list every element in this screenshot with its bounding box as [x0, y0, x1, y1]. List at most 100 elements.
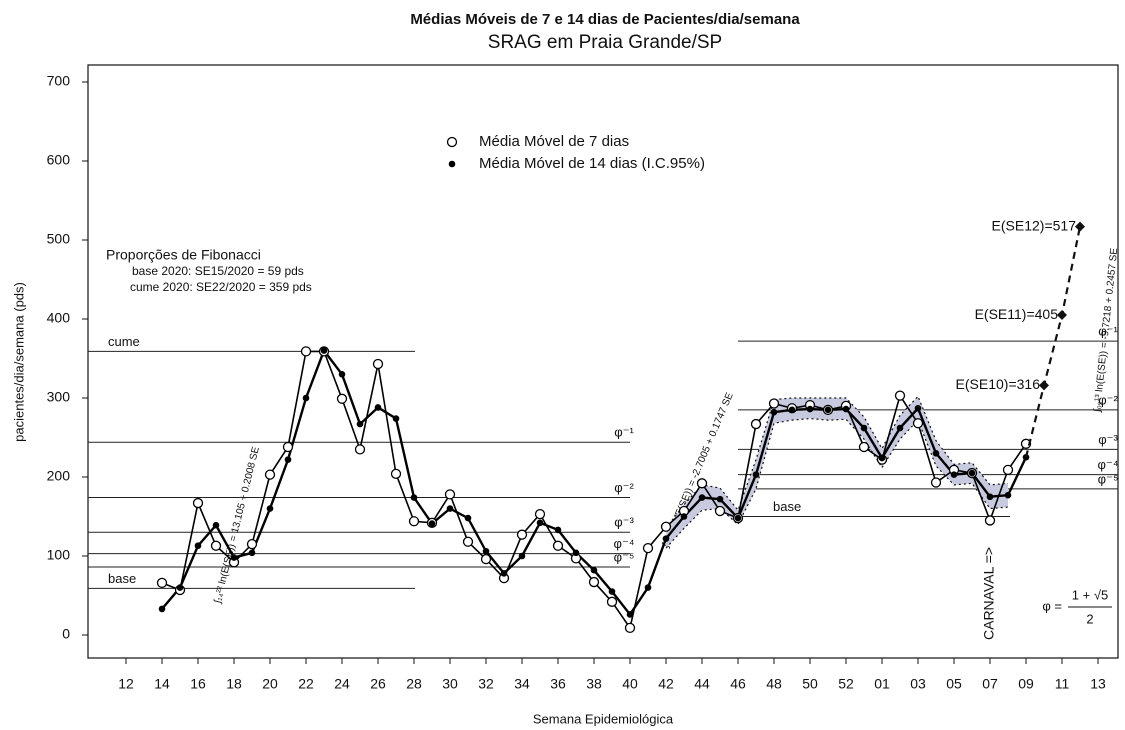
- x-tick-label: 30: [442, 676, 458, 692]
- projection-point: [1039, 380, 1049, 391]
- point: [194, 542, 202, 550]
- point: [842, 405, 850, 413]
- point: [698, 494, 706, 501]
- point: [626, 611, 634, 618]
- point: [192, 497, 204, 509]
- y-tick-label: 500: [47, 231, 71, 247]
- x-tick-label: 26: [370, 676, 386, 692]
- point: [482, 547, 490, 555]
- level-label: φ⁻²: [614, 480, 634, 495]
- point: [788, 406, 796, 414]
- x-tick-label: 32: [478, 676, 494, 692]
- point: [750, 418, 762, 430]
- point: [986, 493, 994, 501]
- level-label: φ⁻⁵: [1098, 471, 1119, 486]
- point: [212, 521, 220, 529]
- point: [896, 424, 904, 432]
- chart-title: Médias Móveis de 7 e 14 dias de Paciente…: [410, 11, 800, 28]
- x-tick-label: 44: [694, 676, 710, 692]
- event-label: CARNAVAL =>: [981, 547, 997, 640]
- point: [914, 404, 922, 412]
- point: [248, 549, 256, 557]
- projection-line: [1024, 226, 1082, 458]
- y-tick-label: 0: [62, 626, 70, 642]
- point: [444, 489, 456, 500]
- point: [500, 570, 508, 577]
- point: [806, 405, 814, 413]
- formula-denominator: 2: [1086, 611, 1093, 626]
- x-tick-label: 50: [802, 676, 818, 692]
- point: [1004, 491, 1012, 499]
- x-tick-label: 05: [946, 676, 962, 692]
- point: [480, 554, 492, 565]
- legend-label: Média Móvel de 14 dias (I.C.95%): [479, 155, 705, 172]
- projection-point: [1075, 221, 1085, 232]
- x-tick-label: 22: [298, 676, 314, 692]
- x-tick-label: 48: [766, 676, 782, 692]
- point: [536, 519, 544, 527]
- point: [356, 420, 364, 428]
- point: [354, 444, 366, 455]
- point: [714, 505, 726, 517]
- point: [950, 471, 958, 478]
- point: [770, 408, 778, 416]
- formula-lhs: φ =: [1042, 598, 1062, 613]
- x-tick-label: 13: [1090, 676, 1106, 692]
- point: [266, 505, 274, 512]
- legend-symbol: [448, 160, 456, 168]
- projection-point: [1057, 310, 1067, 321]
- point: [446, 505, 454, 512]
- series-line: [161, 348, 1028, 617]
- point: [716, 495, 724, 503]
- projection-label: E(SE12)=517: [992, 217, 1077, 233]
- plot-frame: [87, 64, 1119, 659]
- point: [932, 450, 940, 457]
- y-tick-label: 700: [47, 73, 71, 89]
- x-tick-label: 01: [874, 676, 890, 692]
- point: [1020, 438, 1032, 449]
- point: [984, 515, 996, 526]
- y-tick-label: 600: [47, 152, 71, 168]
- point: [390, 468, 402, 479]
- point: [878, 454, 886, 462]
- point: [408, 516, 420, 527]
- point: [572, 549, 580, 557]
- y-tick-label: 400: [47, 310, 71, 326]
- point: [1002, 464, 1014, 476]
- point: [968, 469, 976, 477]
- level-label: φ⁻²: [1098, 392, 1118, 407]
- x-tick-label: 28: [406, 676, 422, 692]
- level-label: φ⁻³: [614, 515, 634, 530]
- level-label: φ⁻³: [1098, 432, 1118, 447]
- point: [156, 577, 168, 589]
- point: [320, 347, 328, 354]
- note-line: cume 2020: SE22/2020 = 359 pds: [130, 280, 312, 294]
- point: [462, 536, 474, 547]
- point: [302, 394, 310, 402]
- x-tick-label: 24: [334, 676, 350, 692]
- point: [264, 469, 276, 480]
- level-label: φ⁻⁴: [1098, 457, 1119, 472]
- y-axis-label: pacientes/dia/semana (pds): [11, 282, 26, 442]
- y-tick-label: 100: [47, 547, 71, 563]
- chart-subtitle: SRAG em Praia Grande/SP: [488, 32, 722, 53]
- x-axis-label: Semana Epidemiológica: [533, 711, 674, 726]
- y-tick-label: 200: [47, 468, 71, 484]
- point: [176, 584, 184, 591]
- point: [300, 346, 312, 357]
- x-tick-label: 07: [982, 676, 998, 692]
- ci-bound: [665, 417, 1009, 549]
- projection-label: E(SE11)=405: [975, 306, 1059, 322]
- point: [680, 513, 688, 520]
- level-label: φ⁻⁴: [614, 536, 635, 551]
- point: [824, 406, 832, 414]
- level-label: cume: [108, 334, 140, 349]
- point: [912, 418, 924, 429]
- point: [768, 398, 780, 409]
- point: [858, 441, 870, 453]
- level-label: base: [773, 499, 801, 514]
- level-label: base: [108, 571, 136, 586]
- point: [534, 508, 546, 520]
